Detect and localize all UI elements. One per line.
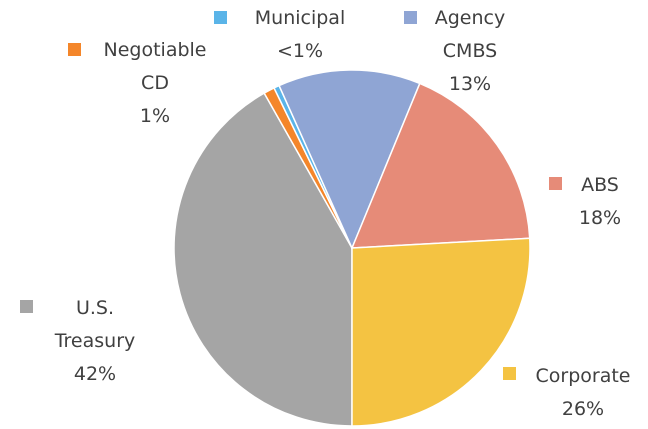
- value-label: <1%: [276, 40, 324, 62]
- category-label: Negotiable CD: [103, 39, 207, 94]
- slice-label: Negotiable CD 1%: [98, 34, 213, 133]
- value-label: 18%: [578, 207, 622, 229]
- category-label: U.S. Treasury: [54, 297, 136, 352]
- slice-label: Corporate 26%: [528, 360, 638, 426]
- slice-label: U.S. Treasury 42%: [45, 292, 145, 391]
- category-label: Municipal: [254, 7, 346, 29]
- value-label: 13%: [448, 73, 492, 95]
- legend-swatch: [214, 11, 227, 24]
- slice-label: Agency CMBS 13%: [425, 2, 515, 101]
- category-label: Agency CMBS: [434, 7, 506, 62]
- pie-slice: [351, 237, 531, 427]
- pie-slice: [350, 82, 531, 249]
- value-label: 1%: [139, 105, 171, 127]
- category-label: Corporate: [535, 365, 631, 387]
- slice-label: Municipal <1%: [245, 2, 355, 68]
- legend-swatch: [549, 177, 562, 190]
- pie-slice: [173, 92, 353, 427]
- legend-swatch: [20, 300, 33, 313]
- slice-label: ABS 18%: [570, 169, 630, 235]
- legend-swatch: [503, 367, 516, 380]
- legend-swatch: [404, 11, 417, 24]
- category-label: ABS: [581, 174, 619, 196]
- pie-slice: [278, 69, 421, 250]
- value-label: 42%: [73, 363, 117, 385]
- value-label: 26%: [561, 398, 605, 420]
- legend-swatch: [68, 43, 81, 56]
